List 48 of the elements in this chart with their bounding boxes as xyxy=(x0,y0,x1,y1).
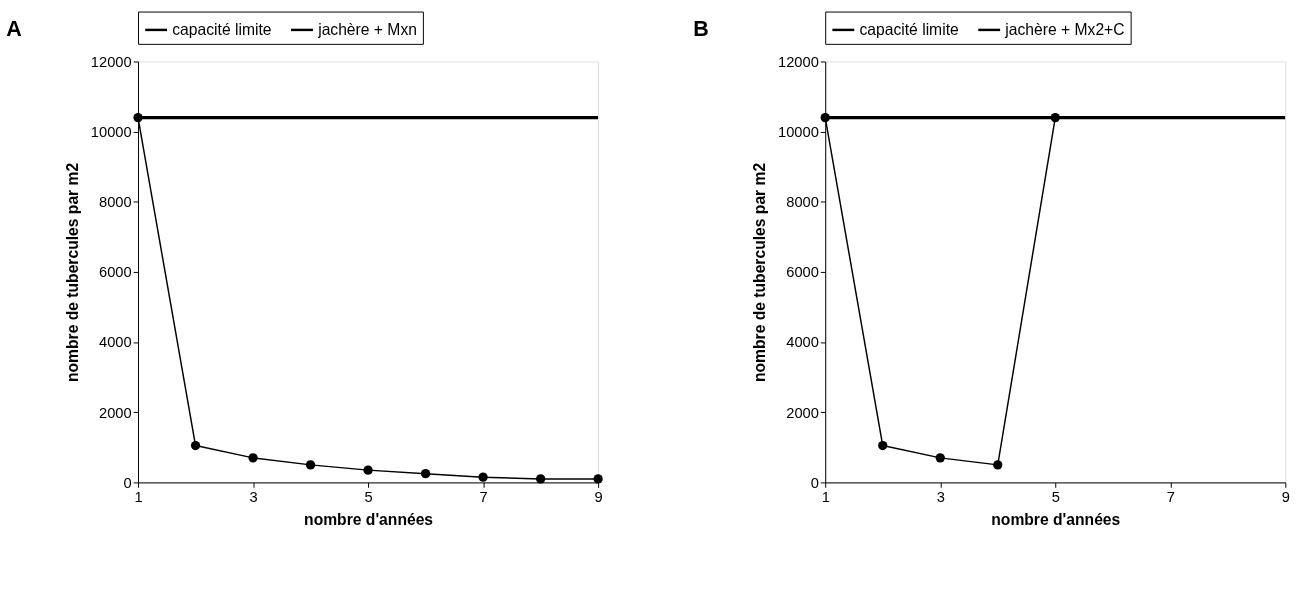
point xyxy=(420,469,431,479)
x-tick-label: 1 xyxy=(821,488,830,505)
x-tick-label: 7 xyxy=(479,488,488,505)
y-tick-label: 10000 xyxy=(90,124,132,141)
y-tick-label: 4000 xyxy=(786,334,819,351)
x-tick-label: 5 xyxy=(364,488,373,505)
y-tick-label: 12000 xyxy=(778,53,819,70)
y-tick-label: 6000 xyxy=(99,264,132,281)
point xyxy=(820,112,830,123)
point xyxy=(190,440,201,451)
x-tick-label: 1 xyxy=(134,488,143,505)
x-tick-label: 9 xyxy=(1281,488,1290,505)
point xyxy=(478,472,488,482)
point xyxy=(993,460,1003,470)
x-tick-label: 5 xyxy=(1051,488,1060,505)
point xyxy=(363,465,373,475)
point xyxy=(535,474,546,484)
y-tick-label: 2000 xyxy=(786,404,819,421)
x-tick-label: 7 xyxy=(1166,488,1175,505)
y-axis-title: nombre de tubercules par m2 xyxy=(751,162,769,383)
point xyxy=(248,453,258,463)
y-tick-label: 12000 xyxy=(90,53,132,70)
x-axis-title: nombre d'années xyxy=(991,511,1121,528)
x-tick-label: 3 xyxy=(249,488,258,505)
y-tick-label: 8000 xyxy=(786,194,819,211)
y-tick-label: 6000 xyxy=(786,264,819,281)
legend-label: capacité limite xyxy=(859,20,959,38)
chart-title: B xyxy=(693,16,709,41)
x-axis-title: nombre d'années xyxy=(304,511,434,528)
point xyxy=(593,474,603,484)
y-tick-label: 0 xyxy=(810,474,819,491)
y-tick-label: 2000 xyxy=(99,404,132,421)
legend-label: jachère + Mx2+C xyxy=(1004,20,1125,38)
point xyxy=(133,112,143,123)
y-tick-label: 4000 xyxy=(99,334,132,351)
legend-label: capacité limite xyxy=(172,20,272,38)
y-axis-title: nombre de tubercules par m2 xyxy=(64,162,82,383)
x-tick-label: 3 xyxy=(936,488,945,505)
y-tick-label: 8000 xyxy=(99,194,132,211)
point xyxy=(1050,112,1060,123)
point xyxy=(305,460,316,470)
y-tick-label: 10000 xyxy=(778,124,819,141)
chart-title: A xyxy=(6,16,22,41)
x-tick-label: 9 xyxy=(594,488,603,505)
y-tick-label: 0 xyxy=(123,474,132,491)
point xyxy=(935,453,945,463)
point xyxy=(878,440,888,451)
legend-label: jachère + Mxn xyxy=(317,20,417,38)
